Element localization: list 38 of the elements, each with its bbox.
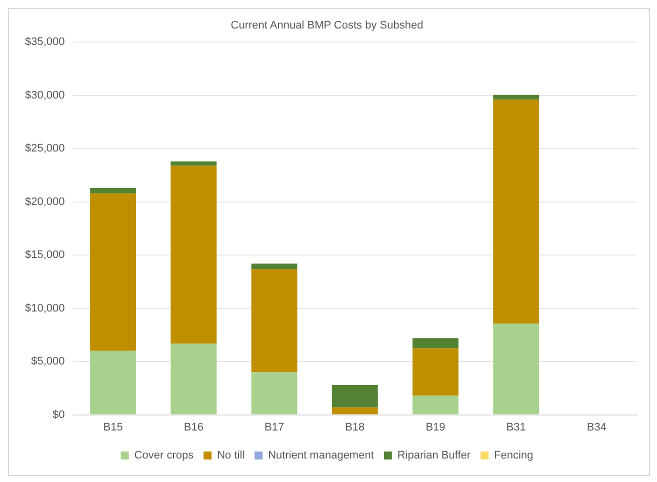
x-tick-label: B15 [103,421,123,434]
bar [332,407,378,414]
bar [412,396,458,414]
legend-label: Riparian Buffer [397,450,471,462]
x-tick-label: B19 [426,421,446,434]
chart-title: Current Annual BMP Costs by Subshed [230,20,424,32]
x-tick-label: B34 [586,421,606,434]
x-tick-label: B31 [506,421,526,434]
y-tick-label: $30,000 [24,89,65,102]
legend-label: Fencing [494,450,534,462]
bar [493,100,540,324]
bar [332,384,378,408]
bar [493,324,540,414]
legend-label: Cover crops [134,450,194,462]
y-tick-label: $5,000 [31,356,65,368]
bar [90,188,136,194]
bar [90,350,136,414]
bar [412,348,458,396]
bar [251,264,298,269]
legend-label: No till [217,450,245,462]
y-tick-label: $10,000 [24,302,65,314]
bar [170,161,217,166]
y-tick-label: $0 [52,408,65,421]
bar [90,193,136,351]
bar [170,343,217,414]
y-tick-label: $25,000 [24,142,65,155]
bar [251,372,298,414]
y-tick-label: $35,000 [24,36,65,48]
y-tick-label: $15,000 [24,249,65,262]
legend-label: Nutrient management [268,450,374,462]
bar [493,94,540,100]
bar [170,166,217,344]
x-tick-label: B17 [264,421,284,434]
bar [412,338,458,348]
bar [251,268,298,372]
y-tick-label: $20,000 [24,196,65,208]
x-tick-label: B16 [184,421,204,434]
x-tick-label: B18 [345,421,365,434]
